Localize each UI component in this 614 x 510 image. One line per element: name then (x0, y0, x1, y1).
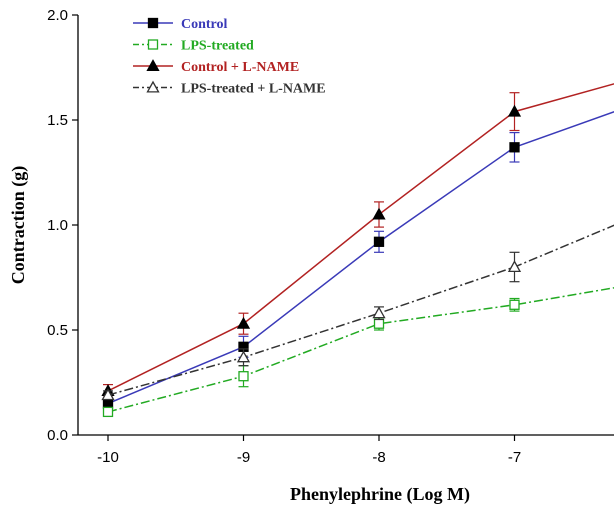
y-tick-label: 0.5 (47, 322, 68, 339)
y-tick-label: 0.0 (47, 427, 68, 444)
legend-marker (147, 39, 159, 50)
x-tick-label: -8 (372, 449, 385, 466)
legend: Control LPS-treated Control + L-NAME LPS-tr… (133, 17, 326, 97)
data-point (102, 398, 114, 409)
data-point (509, 299, 520, 310)
legend-label: Control (181, 17, 228, 32)
series-line (107, 83, 614, 392)
legend-item-2: LPS-treated (133, 39, 254, 54)
legend-marker (147, 17, 159, 29)
axes: 0.0 0.5 1.0 1.5 2.0 -10 -9 -8 -7 (47, 7, 614, 466)
legend-label: LPS-treated + L-NAME (181, 82, 326, 97)
legend-item-3: Control + L-NAME (133, 59, 299, 75)
data-point (507, 260, 522, 273)
series-line (107, 111, 614, 405)
data-point (373, 318, 385, 329)
x-tick-label: -9 (237, 449, 250, 466)
series-4 (101, 224, 614, 401)
data-point (101, 388, 115, 401)
series-2 (102, 287, 614, 418)
series-layer (101, 83, 614, 418)
series-line (107, 287, 614, 413)
data-point (102, 406, 114, 418)
legend-item-4: LPS-treated + L-NAME (133, 80, 326, 97)
data-point (507, 104, 522, 117)
series-3 (101, 83, 614, 398)
data-point (372, 207, 386, 220)
data-point (236, 350, 251, 363)
x-tick-label: -7 (508, 449, 521, 466)
legend-marker (146, 59, 160, 72)
series-1 (102, 111, 614, 409)
data-point (236, 316, 251, 329)
data-point (372, 306, 386, 319)
legend-item-1: Control (133, 17, 228, 32)
data-point (373, 236, 385, 247)
legend-label: Control + L-NAME (181, 60, 299, 75)
y-tick-label: 1.5 (47, 112, 68, 129)
data-point (509, 142, 520, 153)
y-tick-label: 1.0 (47, 217, 68, 234)
data-point (238, 371, 249, 382)
x-tick-label: -10 (97, 449, 119, 466)
legend-marker (146, 80, 160, 93)
legend-label: LPS-treated (181, 39, 254, 54)
x-axis-title: Phenylephrine (Log M) (290, 484, 470, 505)
y-axis-title: Contraction (g) (8, 166, 29, 284)
y-tick-label: 2.0 (47, 7, 68, 24)
series-line (107, 224, 614, 396)
